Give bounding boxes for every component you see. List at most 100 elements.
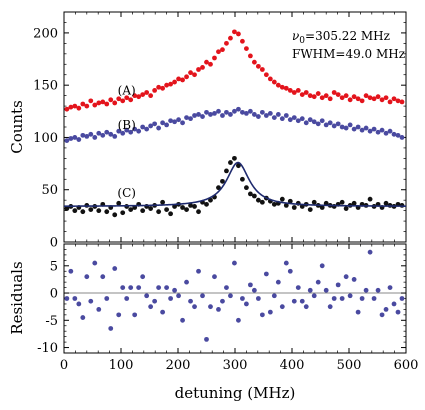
data-point — [72, 103, 78, 109]
data-point — [180, 205, 185, 210]
data-point — [335, 121, 341, 127]
data-point — [96, 100, 102, 106]
residual-point — [116, 312, 122, 318]
residual-point — [132, 312, 138, 318]
data-point — [383, 200, 389, 206]
data-point — [196, 112, 201, 117]
data-point — [283, 85, 289, 91]
residual-point — [251, 287, 257, 293]
residuals-panel: 0 100 200 300 400 500 600 -10 -5 0 5 Residuals det… — [8, 243, 418, 402]
residual-point — [291, 298, 297, 304]
data-point — [212, 55, 217, 61]
data-point — [291, 205, 297, 210]
residual-point — [228, 293, 233, 299]
data-point — [351, 94, 357, 100]
residual-point — [240, 296, 245, 301]
data-point — [387, 128, 393, 134]
residual-point — [112, 266, 118, 271]
x-tick-label: 300 — [223, 358, 248, 373]
data-point — [184, 115, 189, 120]
data-point — [375, 94, 381, 100]
residual-point — [299, 298, 305, 304]
residual-point — [200, 293, 205, 299]
residual-point — [319, 263, 325, 269]
data-point — [283, 203, 289, 208]
residual-point — [363, 287, 369, 293]
data-point — [240, 38, 245, 44]
data-point — [92, 102, 98, 108]
data-point — [160, 199, 166, 205]
residual-point — [351, 277, 357, 282]
residual-point — [323, 287, 329, 293]
data-point — [160, 85, 166, 91]
data-point — [116, 200, 122, 206]
data-point — [295, 88, 301, 93]
data-point — [343, 125, 349, 131]
data-point — [156, 84, 162, 90]
data-point — [351, 200, 357, 206]
data-point — [236, 106, 241, 112]
data-point — [104, 209, 110, 215]
residual-point — [168, 296, 173, 301]
residual-point — [140, 274, 146, 280]
data-point — [259, 109, 265, 115]
data-point — [347, 97, 353, 103]
data-point — [68, 136, 74, 141]
data-point — [140, 124, 146, 130]
data-point — [140, 92, 146, 97]
data-point — [255, 114, 261, 119]
data-point — [363, 125, 369, 131]
data-point — [96, 208, 102, 214]
data-point — [263, 113, 269, 118]
data-point — [319, 95, 325, 101]
data-point — [399, 135, 405, 140]
data-point — [136, 128, 142, 134]
residual-point — [271, 293, 277, 299]
data-point — [180, 77, 185, 83]
data-point — [287, 198, 293, 204]
data-point — [299, 92, 305, 97]
data-point — [80, 209, 86, 215]
data-point — [307, 93, 313, 99]
residual-point — [375, 287, 381, 293]
data-point — [104, 129, 110, 135]
nu0-annotation: ν0=305.22 MHz — [292, 29, 390, 46]
data-point — [224, 40, 229, 46]
residual-point — [188, 298, 193, 304]
counts-axis-label: Counts — [8, 100, 26, 154]
residuals-plot-frame — [63, 243, 407, 354]
data-point — [184, 207, 189, 212]
residual-point — [244, 301, 249, 307]
data-point — [291, 90, 297, 95]
data-point — [96, 130, 102, 136]
data-point — [303, 120, 309, 126]
data-point — [244, 185, 249, 191]
data-point — [220, 178, 225, 184]
residual-point — [343, 274, 349, 280]
data-point — [128, 129, 134, 135]
data-point — [88, 131, 94, 137]
data-point — [359, 98, 365, 104]
data-point — [283, 113, 289, 118]
data-point — [64, 138, 70, 143]
residual-point — [399, 296, 405, 301]
residual-point — [236, 317, 241, 323]
residual-point — [172, 287, 177, 293]
data-point — [228, 160, 233, 165]
data-point — [367, 196, 373, 202]
data-point — [164, 82, 170, 88]
series-label: (B) — [118, 118, 136, 132]
data-point — [112, 134, 118, 139]
residual-point — [196, 268, 201, 274]
residual-point — [104, 296, 110, 301]
data-point — [255, 63, 261, 69]
data-point — [128, 97, 134, 103]
x-tick-label: 0 — [60, 358, 68, 373]
data-point — [192, 113, 197, 118]
residual-point — [224, 285, 229, 290]
data-point — [104, 101, 110, 107]
residual-point — [92, 260, 98, 266]
data-point — [375, 129, 381, 135]
data-point — [244, 111, 249, 116]
data-point — [228, 35, 233, 41]
